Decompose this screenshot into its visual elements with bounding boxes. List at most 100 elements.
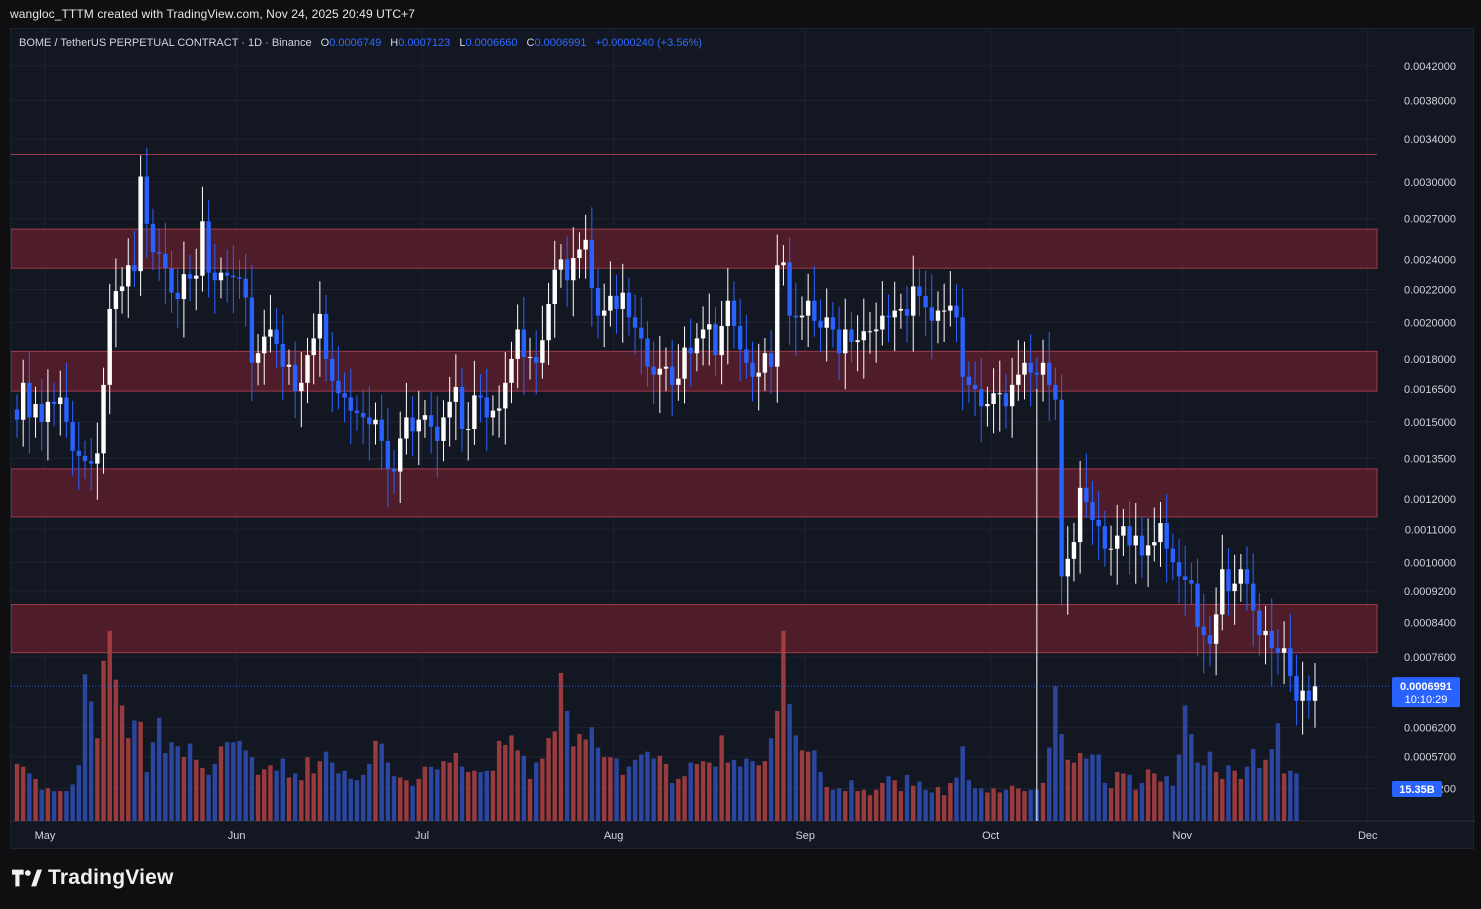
legend-low-label: L xyxy=(459,37,465,49)
candle-body xyxy=(731,300,737,326)
volume-bar xyxy=(929,792,934,821)
volume-bar xyxy=(231,742,236,821)
price-tick-label: 0.0010000 xyxy=(1404,557,1456,569)
candle-body xyxy=(14,409,20,420)
volume-bar xyxy=(181,757,187,821)
volume-bar xyxy=(1226,765,1231,821)
volume-bar xyxy=(805,751,811,821)
volume-bar xyxy=(892,780,897,821)
candle-body xyxy=(1133,535,1138,546)
price-tick-label: 0.0006200 xyxy=(1404,723,1456,735)
candle-body xyxy=(404,417,409,439)
price-tick-label: 0.0020000 xyxy=(1404,317,1456,329)
candle-body xyxy=(249,297,255,363)
volume-bar xyxy=(1207,751,1213,821)
volume-bar xyxy=(398,777,403,821)
grid xyxy=(11,29,1475,822)
candle-body xyxy=(336,380,341,394)
time-tick-label: Jul xyxy=(415,830,429,842)
volume-bar xyxy=(1263,759,1268,821)
volume-bar xyxy=(305,757,310,821)
volume-bar xyxy=(484,770,489,821)
candle-body xyxy=(700,329,706,339)
time-tick-label: Aug xyxy=(604,830,624,842)
volume-bar xyxy=(564,710,570,821)
volume-tag xyxy=(1392,781,1442,797)
candle-body xyxy=(33,404,38,418)
candle-body xyxy=(1028,362,1033,373)
candle-body xyxy=(614,295,619,309)
volume-bar xyxy=(614,758,619,821)
candle-body xyxy=(1016,374,1021,385)
volume-bar xyxy=(1053,686,1058,821)
candle-body xyxy=(762,353,768,373)
volume-bar xyxy=(317,761,323,821)
candle-body xyxy=(972,384,978,390)
candle-body xyxy=(608,295,613,311)
volume-bar xyxy=(1213,772,1219,821)
candle-body xyxy=(64,397,69,423)
volume-bar xyxy=(391,776,397,821)
candle-body xyxy=(669,366,675,385)
candle-body xyxy=(744,349,749,363)
candle-body xyxy=(1281,648,1287,653)
candle-body xyxy=(1250,583,1256,611)
volume-bar xyxy=(206,774,211,821)
legend-high-label: H xyxy=(390,37,398,49)
candle-body xyxy=(1127,526,1132,546)
candle-body xyxy=(583,239,588,250)
chart-panel[interactable]: 0.0042000 0.0038000 0.0034000 0.0030000 0.00… xyxy=(10,28,1475,850)
candlestick-chart[interactable]: 0.0042000 0.0038000 0.0034000 0.0030000 0.00… xyxy=(11,29,1475,850)
candle-body xyxy=(348,397,353,411)
volume-bar xyxy=(1257,768,1262,821)
time-tick-label: May xyxy=(35,830,56,842)
candle-body xyxy=(1065,558,1070,577)
candle-body xyxy=(1102,526,1108,549)
volume-bar xyxy=(737,766,743,821)
volume-bar xyxy=(299,780,304,821)
volume-bar xyxy=(218,746,224,821)
candle-body xyxy=(836,329,842,354)
candle-body xyxy=(163,253,168,269)
candle-body xyxy=(768,353,774,367)
volume-bar xyxy=(546,738,551,821)
volume-bar xyxy=(904,774,910,821)
tradingview-logo[interactable]: TradingView xyxy=(12,866,174,890)
price-tick-label: 0.0022000 xyxy=(1404,285,1456,297)
volume-bar xyxy=(645,751,650,821)
candle-body xyxy=(1009,384,1015,407)
candle-body xyxy=(1164,523,1169,549)
volume-bar xyxy=(88,701,94,821)
candle-body xyxy=(1306,690,1312,701)
candle-body xyxy=(1195,583,1200,627)
volume-bar xyxy=(453,753,459,821)
volume-bar xyxy=(107,630,112,821)
volume-bar xyxy=(367,763,372,821)
candle-body xyxy=(948,305,953,311)
candle-body xyxy=(1047,362,1052,385)
price-tick-label: 0.0018000 xyxy=(1404,354,1456,366)
volume-bar xyxy=(1183,705,1188,821)
volume-bar xyxy=(577,734,582,821)
legend-change: +0.0000240 (+3.56%) xyxy=(596,37,702,49)
candle-body xyxy=(954,305,959,318)
volume-bar xyxy=(169,742,174,821)
time-tick-label: Jun xyxy=(228,830,246,842)
candle-body xyxy=(1077,487,1083,543)
volume-bar xyxy=(441,761,446,821)
volume-bar xyxy=(150,742,156,821)
volume-bar xyxy=(941,795,947,821)
legend-high-value: 0.0007123 xyxy=(398,37,450,49)
candle-body xyxy=(688,347,693,354)
volume-bars xyxy=(14,630,1299,821)
volume-bar xyxy=(1009,785,1015,821)
candle-body xyxy=(1226,569,1231,592)
candle-body xyxy=(880,315,885,330)
volume-bar xyxy=(243,750,248,821)
candle-body xyxy=(855,340,860,343)
candle-body xyxy=(892,310,897,318)
volume-bar xyxy=(595,747,601,821)
volume-bar xyxy=(1238,778,1244,821)
candle-body xyxy=(311,338,316,356)
tradingview-logo-icon xyxy=(12,869,42,887)
